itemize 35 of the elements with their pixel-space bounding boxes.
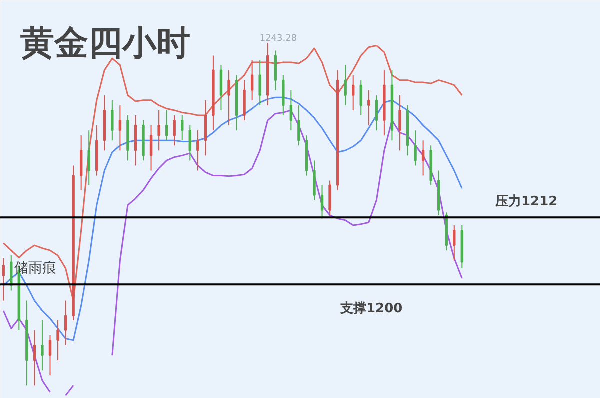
candlestick: [344, 64, 347, 106]
candlestick: [228, 70, 230, 126]
candlestick: [48, 334, 52, 376]
candlestick: [2, 258, 5, 302]
candlestick: [375, 94, 378, 132]
candlestick: [196, 130, 200, 172]
candlestick: [64, 300, 68, 346]
ref-line-label: 支撑1200: [340, 302, 403, 317]
candlestick: [118, 104, 122, 152]
candlestick: [453, 224, 456, 262]
candlestick: [320, 184, 324, 220]
candlestick: [258, 60, 262, 106]
candlestick: [33, 330, 36, 386]
candlestick: [173, 114, 176, 146]
candlestick: [188, 125, 192, 162]
candlestick: [360, 80, 362, 116]
candlestick: [158, 110, 160, 152]
candlestick: [368, 90, 370, 126]
candlestick: [398, 94, 402, 152]
candlestick: [414, 130, 417, 166]
candlestick: [41, 320, 44, 372]
annotation: 1243.28: [260, 34, 298, 44]
candlestick: [56, 320, 60, 362]
candlestick: [250, 60, 254, 101]
candlestick: [290, 90, 293, 132]
candlestick: [422, 140, 425, 176]
candlestick: [298, 104, 300, 146]
candlestick: [88, 130, 90, 186]
candlestick: [352, 74, 355, 111]
candlestick: [181, 114, 184, 142]
candlestick: [111, 100, 114, 142]
candlestick: [165, 110, 168, 142]
text: 黄金四小时: [20, 26, 190, 62]
ref-line-label: 压力1212: [494, 194, 558, 210]
candlestick: [150, 125, 153, 172]
